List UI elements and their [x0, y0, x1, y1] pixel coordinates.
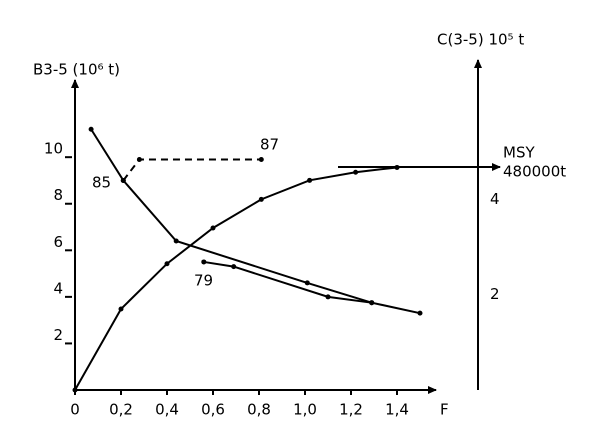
- annotation: 480000t: [503, 163, 566, 181]
- point: [304, 280, 310, 286]
- point: [231, 264, 237, 270]
- y-tick-label: 8: [53, 186, 63, 204]
- y2-tick-label: 4: [490, 190, 500, 208]
- annotation: 79: [194, 272, 213, 290]
- y-tick-label: 10: [44, 140, 63, 158]
- x-tick-label: 0,8: [247, 401, 271, 419]
- point: [394, 164, 400, 170]
- y-tick-label: 6: [53, 233, 63, 251]
- point: [369, 300, 375, 306]
- point: [164, 261, 170, 267]
- point: [325, 294, 331, 300]
- point: [353, 169, 359, 175]
- point: [307, 177, 313, 183]
- point: [210, 225, 216, 231]
- line: [74, 166, 398, 391]
- x-tick-label: 0,4: [155, 401, 179, 419]
- point: [201, 259, 207, 265]
- x-axis-label: F: [440, 401, 449, 419]
- point: [118, 306, 124, 312]
- point: [258, 196, 264, 202]
- point: [173, 238, 179, 244]
- x-tick-label: 0: [70, 401, 80, 419]
- point: [258, 157, 264, 163]
- y-axis-label: B3-5 (10⁶ t): [33, 61, 120, 79]
- annotation: MSY: [503, 144, 535, 162]
- y-tick-label: 4: [53, 279, 63, 297]
- point: [72, 387, 78, 393]
- x-tick-label: 1,2: [339, 401, 363, 419]
- point: [88, 126, 94, 132]
- line: [122, 158, 262, 182]
- point: [417, 310, 423, 316]
- x-tick-label: 0,6: [201, 401, 225, 419]
- point: [136, 157, 142, 163]
- y2-axis-label: C(3-5) 10⁵ t: [437, 31, 524, 49]
- line: [90, 128, 421, 315]
- point: [120, 177, 126, 183]
- x-tick-label: 1,0: [293, 401, 317, 419]
- annotation: 85: [92, 174, 111, 192]
- y-tick-label: 2: [53, 326, 63, 344]
- line: [203, 260, 372, 304]
- x-tick-label: 1,4: [385, 401, 409, 419]
- y2-tick-label: 2: [490, 285, 500, 303]
- x-tick-label: 0,2: [109, 401, 133, 419]
- annotation: 87: [260, 136, 279, 154]
